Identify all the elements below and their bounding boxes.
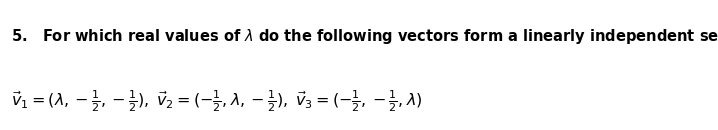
Text: $\vec{v}_1 = (\lambda, -\frac{1}{2}, -\frac{1}{2}),\; \vec{v}_2 = (-\frac{1}{2},: $\vec{v}_1 = (\lambda, -\frac{1}{2}, -\f… (11, 89, 422, 114)
Text: 5.   For which real values of $\lambda$ do the following vectors form a linearly: 5. For which real values of $\lambda$ do… (11, 26, 718, 47)
